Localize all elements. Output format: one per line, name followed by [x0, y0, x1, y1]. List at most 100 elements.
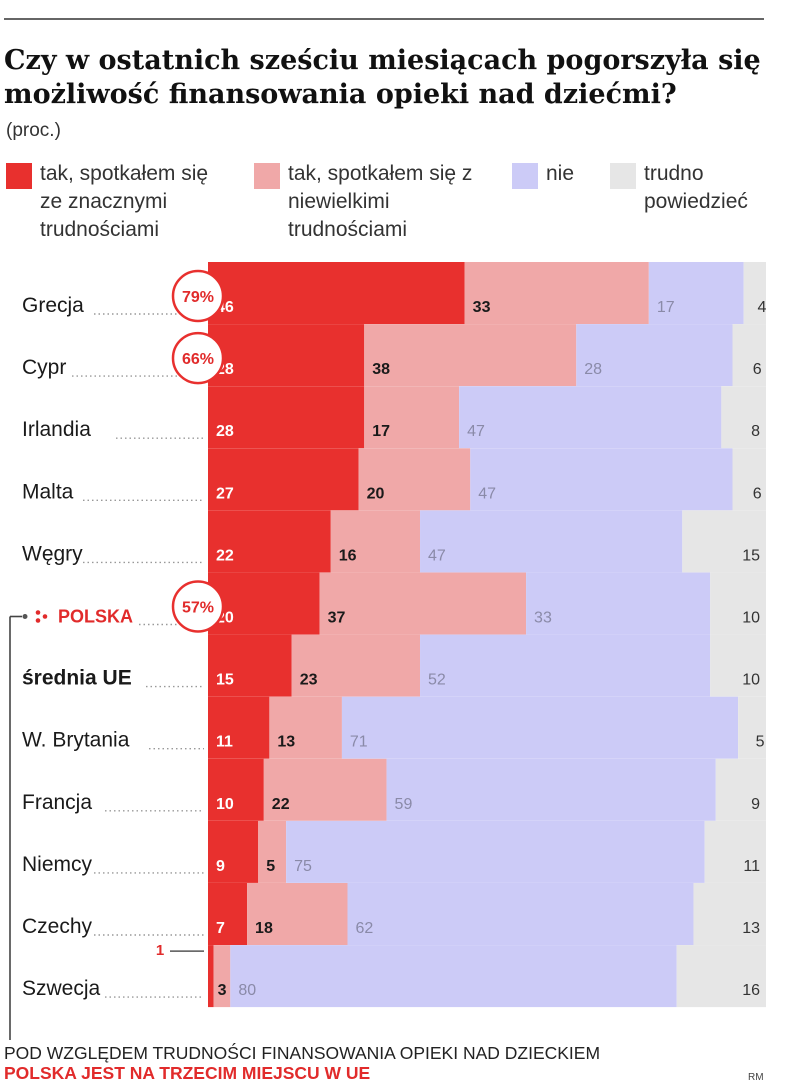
- bar-segment: [693, 883, 766, 945]
- bar-segment: [213, 945, 231, 1008]
- data-label: 33: [534, 610, 552, 627]
- data-label: 47: [467, 423, 485, 440]
- bar-segment: [526, 572, 711, 635]
- data-label: 22: [216, 547, 234, 564]
- top-rule: [4, 18, 764, 20]
- annotation-circle: [171, 580, 225, 633]
- bar-segment: [208, 696, 270, 759]
- bar-segment: [459, 386, 722, 449]
- bar-segment: [676, 945, 766, 1008]
- bar-segment: [208, 883, 248, 945]
- bar-segment: [208, 448, 359, 511]
- data-label: 7: [216, 920, 225, 937]
- bar-segment: [364, 324, 577, 387]
- bar-segment: [286, 820, 705, 883]
- data-label: 9: [216, 858, 225, 875]
- data-label: 8: [751, 423, 760, 440]
- legend-swatch-hard-to-say: [610, 163, 636, 189]
- legend-swatch-minor: [254, 163, 280, 189]
- bar-segment: [738, 696, 766, 759]
- bar-segment: [263, 758, 387, 821]
- category-label: Malta: [22, 480, 74, 503]
- data-label: 11: [216, 734, 233, 751]
- legend-swatch-severe: [6, 163, 32, 189]
- bar-segment: [732, 448, 766, 511]
- bar-segment: [420, 634, 711, 697]
- chart-title: Czy w ostatnich sześciu miesiącach pogor…: [4, 45, 761, 110]
- data-label: 18: [255, 920, 273, 937]
- legend-label-no: nie: [546, 162, 575, 185]
- data-label: 59: [395, 796, 413, 813]
- category-label: POLSKA: [58, 607, 133, 627]
- bar-segment: [291, 634, 421, 697]
- legend-swatch-no: [512, 163, 538, 189]
- bar-segment: [269, 696, 342, 759]
- data-label: 38: [372, 361, 390, 378]
- legend-label-severe: tak, spotkałem się ze znacznymi trudnośc…: [40, 162, 209, 241]
- data-label: 9: [751, 796, 760, 813]
- data-label: 15: [742, 547, 760, 564]
- bar-segment: [710, 634, 766, 697]
- data-label: 6: [753, 361, 762, 378]
- bar-segment: [347, 883, 694, 945]
- bar-segment: [208, 510, 331, 573]
- data-label: 11: [743, 858, 760, 875]
- annotation-circle: [171, 331, 225, 385]
- data-label: 80: [238, 982, 256, 999]
- data-label: 22: [272, 796, 290, 813]
- annotation-circle: [171, 269, 225, 323]
- bar-segment: [732, 324, 766, 387]
- data-label: 13: [277, 734, 295, 751]
- bar-segment: [710, 572, 766, 635]
- data-label: 75: [294, 858, 312, 875]
- category-label: średnia UE: [22, 667, 132, 690]
- bar-segment: [576, 324, 733, 387]
- marker-dot: [42, 614, 48, 619]
- bracket-dot: [22, 614, 28, 619]
- callout-label: 1: [156, 942, 164, 959]
- category-label: Irlandia: [22, 418, 91, 441]
- data-label: 33: [473, 299, 491, 316]
- marker-dot: [35, 618, 41, 623]
- data-label: 10: [742, 672, 760, 689]
- annotation-label: 79%: [182, 289, 214, 306]
- data-label: 28: [584, 361, 602, 378]
- category-label: Węgry: [22, 542, 83, 565]
- data-label: 47: [428, 547, 446, 564]
- data-label: 10: [216, 796, 234, 813]
- data-label: 37: [328, 610, 346, 627]
- data-label: 23: [300, 672, 318, 689]
- data-label: 6: [753, 485, 762, 502]
- data-label: 47: [478, 485, 496, 502]
- bar-segment: [721, 386, 766, 449]
- marker-dot: [35, 610, 41, 615]
- bar-segment: [464, 262, 649, 324]
- data-label: 62: [356, 920, 374, 937]
- unit-label: (proc.): [6, 120, 61, 141]
- data-label: 27: [216, 485, 234, 502]
- data-label: 15: [216, 672, 234, 689]
- annotation-label: 66%: [182, 351, 214, 368]
- bar-segment: [470, 448, 733, 511]
- bar-segment: [682, 510, 766, 573]
- bar-segment: [330, 510, 421, 573]
- category-label: Szwecja: [22, 977, 101, 1000]
- category-label: Cypr: [22, 356, 66, 379]
- bar-segment: [386, 758, 716, 821]
- footer-line-1: POD WZGLĘDEM TRUDNOŚCI FINANSOWANIA OPIE…: [4, 1043, 601, 1063]
- data-label: 71: [350, 734, 368, 751]
- bar-segment: [715, 758, 766, 821]
- category-label: Niemcy: [22, 853, 93, 876]
- bar-segment: [704, 820, 766, 883]
- bar-segment: [208, 572, 320, 635]
- credit: RM: [748, 1072, 764, 1083]
- legend-label-minor: tak, spotkałem się z niewielkimi trudnoś…: [288, 162, 473, 241]
- data-label: 20: [367, 485, 385, 502]
- bar-segment: [341, 696, 739, 759]
- data-label: 16: [339, 547, 357, 564]
- data-label: 17: [657, 299, 675, 316]
- bar-segment: [648, 262, 744, 324]
- data-label: 10: [742, 610, 760, 627]
- annotation-label: 57%: [182, 600, 214, 617]
